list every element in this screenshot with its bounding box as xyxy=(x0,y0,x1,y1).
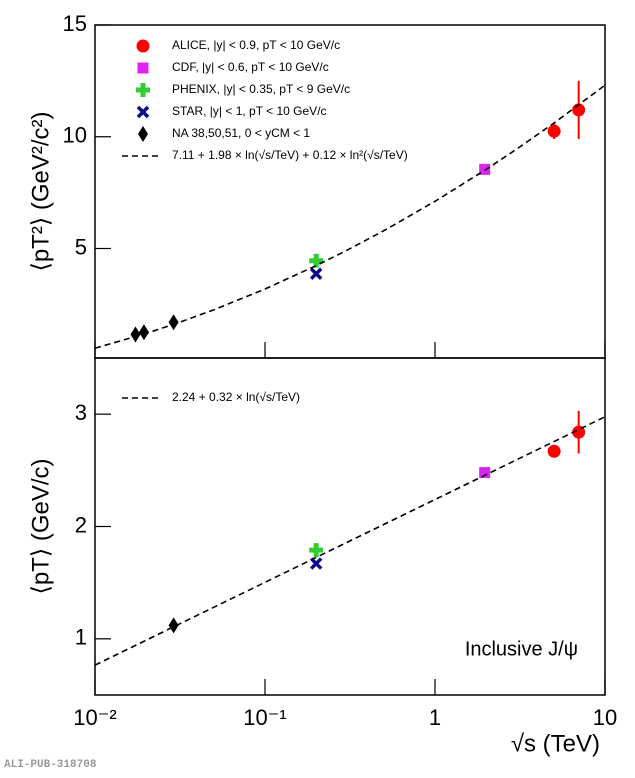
data-point xyxy=(547,444,561,458)
data-point xyxy=(130,326,141,343)
legend-label: ALICE, |y| < 0.9, pT < 10 GeV/c xyxy=(172,38,340,52)
data-point xyxy=(572,425,586,439)
x-tick-label: 1 xyxy=(429,705,441,730)
data-point xyxy=(138,324,149,341)
y-tick-label: 2 xyxy=(75,512,87,537)
legend-label: STAR, |y| < 1, pT < 10 GeV/c xyxy=(172,104,327,118)
y-axis-title: ⟨pT⟩ (GeV/c) xyxy=(27,458,54,594)
legend-marker xyxy=(136,105,150,119)
data-point xyxy=(309,253,324,268)
data-point xyxy=(547,124,561,138)
y-tick-label: 15 xyxy=(63,11,87,36)
plot-frame xyxy=(94,24,606,359)
x-tick-label: 10⁻¹ xyxy=(243,705,286,730)
legend-label: 7.11 + 1.98 × ln(√s/TeV) + 0.12 × ln²(√s… xyxy=(172,148,408,162)
legend-marker xyxy=(137,62,149,74)
y-tick-label: 5 xyxy=(75,234,87,259)
legend-label: CDF, |y| < 0.6, pT < 10 GeV/c xyxy=(172,60,329,74)
y-tick-label: 3 xyxy=(75,400,87,425)
data-point xyxy=(309,543,324,558)
legend-marker xyxy=(138,126,148,142)
legend-label: PHENIX, |y| < 0.35, pT < 9 GeV/c xyxy=(172,82,350,96)
data-point xyxy=(309,267,323,280)
data-point xyxy=(168,617,179,634)
legend-marker xyxy=(136,83,150,97)
footer: ALI-PUB-318708 xyxy=(4,759,97,771)
legend-label: NA 38,50,51, 0 < yCM < 1 xyxy=(172,126,310,140)
fit-line xyxy=(94,84,606,350)
data-point xyxy=(168,314,179,331)
y-tick-label: 10 xyxy=(63,123,87,148)
data-point xyxy=(309,557,323,570)
x-tick-label: 10⁻² xyxy=(73,705,116,730)
data-point xyxy=(479,467,491,479)
annotation: Inclusive J/ψ xyxy=(465,638,578,660)
x-tick-label: 10 xyxy=(593,705,617,730)
legend-marker xyxy=(136,39,150,53)
y-axis-title: ⟨pT²⟩ (GeV²/c²) xyxy=(27,111,54,271)
y-tick-label: 1 xyxy=(75,625,87,650)
x-axis-title: √s (TeV) xyxy=(511,730,600,757)
legend-label: 2.24 + 0.32 × ln(√s/TeV) xyxy=(172,390,300,404)
fit-line xyxy=(94,416,606,666)
